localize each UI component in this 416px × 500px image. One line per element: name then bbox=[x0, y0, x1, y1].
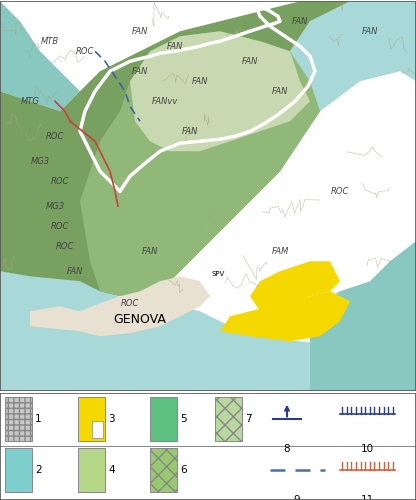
Text: ROC: ROC bbox=[51, 222, 69, 231]
Text: FANvv: FANvv bbox=[152, 97, 178, 106]
Bar bbox=[92, 421, 103, 438]
Text: FAM: FAM bbox=[271, 246, 289, 256]
Bar bbox=[5, 398, 32, 442]
Bar bbox=[150, 448, 177, 492]
Bar bbox=[78, 398, 105, 442]
Text: 10: 10 bbox=[360, 444, 374, 454]
Text: MTG: MTG bbox=[20, 97, 40, 106]
Polygon shape bbox=[0, 1, 350, 301]
Text: FAN: FAN bbox=[167, 42, 183, 51]
Text: 11: 11 bbox=[360, 495, 374, 500]
Text: FAN: FAN bbox=[67, 267, 83, 276]
Bar bbox=[5, 448, 32, 492]
Polygon shape bbox=[0, 1, 80, 112]
Text: FAN: FAN bbox=[132, 26, 148, 36]
Text: FAN: FAN bbox=[142, 246, 158, 256]
Text: 6: 6 bbox=[180, 465, 187, 475]
Text: ROC: ROC bbox=[56, 242, 74, 251]
Polygon shape bbox=[220, 291, 350, 341]
Text: FAN: FAN bbox=[182, 126, 198, 136]
Polygon shape bbox=[290, 1, 416, 112]
Text: 2: 2 bbox=[35, 465, 42, 475]
Text: ROC: ROC bbox=[46, 132, 64, 141]
Bar bbox=[215, 398, 242, 442]
Text: ROC: ROC bbox=[331, 186, 349, 196]
Bar bbox=[150, 398, 177, 442]
Polygon shape bbox=[250, 261, 340, 311]
Text: 4: 4 bbox=[108, 465, 115, 475]
Text: FAN: FAN bbox=[362, 26, 378, 36]
Text: FAN: FAN bbox=[192, 76, 208, 86]
Text: MG3: MG3 bbox=[45, 202, 64, 211]
Text: FAN: FAN bbox=[242, 56, 258, 66]
Text: FAN: FAN bbox=[292, 16, 308, 26]
Text: ROC: ROC bbox=[121, 298, 139, 308]
Text: FAN: FAN bbox=[132, 66, 148, 76]
Text: 5: 5 bbox=[180, 414, 187, 424]
Polygon shape bbox=[0, 271, 416, 391]
Text: GENOVA: GENOVA bbox=[114, 313, 166, 326]
Text: MG3: MG3 bbox=[30, 157, 50, 166]
Text: 3: 3 bbox=[108, 414, 115, 424]
Text: SPV: SPV bbox=[211, 271, 225, 277]
Text: 8: 8 bbox=[284, 444, 290, 454]
Polygon shape bbox=[310, 242, 416, 391]
Text: 1: 1 bbox=[35, 414, 42, 424]
Text: FAN: FAN bbox=[272, 87, 288, 96]
Polygon shape bbox=[130, 31, 310, 151]
Text: MTB: MTB bbox=[41, 37, 59, 46]
Text: ROC: ROC bbox=[76, 47, 94, 56]
Polygon shape bbox=[30, 306, 80, 331]
Text: 7: 7 bbox=[245, 414, 252, 424]
Text: ROC: ROC bbox=[51, 177, 69, 186]
Text: 9: 9 bbox=[294, 495, 300, 500]
Bar bbox=[78, 448, 105, 492]
Polygon shape bbox=[80, 31, 320, 301]
Polygon shape bbox=[80, 276, 210, 336]
